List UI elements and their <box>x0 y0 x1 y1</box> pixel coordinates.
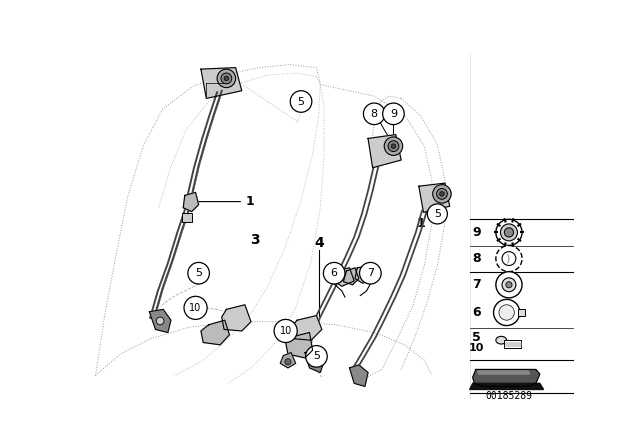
Polygon shape <box>368 134 401 168</box>
Text: 5: 5 <box>472 331 481 344</box>
Circle shape <box>502 252 516 266</box>
Text: 5: 5 <box>298 96 305 107</box>
Polygon shape <box>470 383 543 389</box>
Circle shape <box>156 317 164 325</box>
Text: 6: 6 <box>472 306 481 319</box>
Circle shape <box>184 296 207 319</box>
Circle shape <box>188 263 209 284</box>
Circle shape <box>217 69 236 88</box>
Circle shape <box>440 192 444 196</box>
Circle shape <box>499 305 515 320</box>
Text: 10: 10 <box>189 303 202 313</box>
Circle shape <box>221 73 232 84</box>
Polygon shape <box>344 268 359 285</box>
Polygon shape <box>334 268 354 286</box>
Text: 5: 5 <box>434 209 441 219</box>
Text: 6: 6 <box>331 268 338 278</box>
Circle shape <box>360 263 381 284</box>
Polygon shape <box>201 320 230 345</box>
Text: 5: 5 <box>195 268 202 278</box>
Text: 4: 4 <box>314 236 324 250</box>
Polygon shape <box>349 365 368 386</box>
Text: 00185289: 00185289 <box>486 392 532 401</box>
Circle shape <box>384 137 403 155</box>
Polygon shape <box>221 305 251 331</box>
Text: 9: 9 <box>472 226 481 239</box>
Circle shape <box>383 103 404 125</box>
Circle shape <box>274 319 297 343</box>
Ellipse shape <box>496 336 507 344</box>
Bar <box>504 340 520 348</box>
Text: 1: 1 <box>246 195 254 208</box>
Text: 1: 1 <box>417 217 426 230</box>
Circle shape <box>433 185 451 203</box>
Circle shape <box>500 224 517 241</box>
Circle shape <box>436 189 447 199</box>
Circle shape <box>504 228 513 237</box>
Polygon shape <box>280 353 296 368</box>
Polygon shape <box>477 371 530 374</box>
Circle shape <box>291 91 312 112</box>
Polygon shape <box>291 315 322 340</box>
Bar <box>182 213 193 222</box>
Text: ): ) <box>505 254 509 263</box>
Polygon shape <box>473 370 540 386</box>
Circle shape <box>285 359 291 365</box>
Polygon shape <box>201 68 242 99</box>
Polygon shape <box>149 310 171 332</box>
Text: 8: 8 <box>472 252 481 265</box>
Circle shape <box>391 144 396 148</box>
Text: 5: 5 <box>313 351 320 362</box>
Text: 8: 8 <box>371 109 378 119</box>
Text: 3: 3 <box>250 233 260 247</box>
Circle shape <box>224 76 228 81</box>
Circle shape <box>506 282 512 288</box>
Polygon shape <box>355 266 374 283</box>
Circle shape <box>502 278 516 292</box>
Polygon shape <box>285 332 312 358</box>
Circle shape <box>323 263 345 284</box>
Circle shape <box>496 246 522 271</box>
Text: 10: 10 <box>469 343 484 353</box>
Polygon shape <box>183 192 198 211</box>
Circle shape <box>496 220 522 246</box>
Bar <box>518 310 525 315</box>
Circle shape <box>496 271 522 298</box>
Circle shape <box>428 204 447 224</box>
Text: 7: 7 <box>472 278 481 291</box>
Circle shape <box>388 141 399 151</box>
Circle shape <box>364 103 385 125</box>
Polygon shape <box>305 349 325 373</box>
Text: 7: 7 <box>367 268 374 278</box>
Text: 10: 10 <box>280 326 292 336</box>
Text: 9: 9 <box>390 109 397 119</box>
Circle shape <box>306 345 327 367</box>
Polygon shape <box>419 183 450 212</box>
Circle shape <box>493 299 520 326</box>
